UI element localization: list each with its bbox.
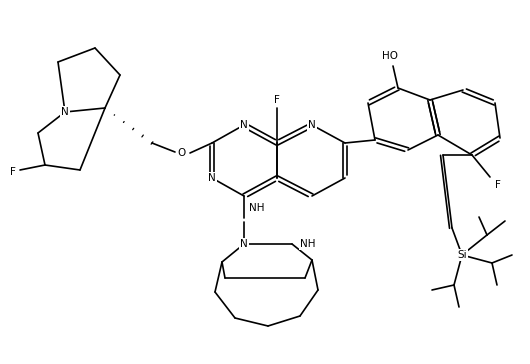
Text: N: N [240, 120, 248, 130]
Text: N: N [61, 107, 69, 117]
Text: F: F [10, 167, 16, 177]
Text: HO: HO [382, 51, 398, 61]
Text: O: O [178, 148, 186, 158]
Text: N: N [240, 239, 248, 249]
Text: NH: NH [300, 239, 315, 249]
Text: F: F [495, 180, 501, 190]
Text: N: N [208, 173, 216, 183]
Text: Si: Si [457, 250, 467, 260]
Text: N: N [308, 120, 316, 130]
Text: F: F [274, 95, 280, 105]
Text: NH: NH [249, 203, 264, 213]
